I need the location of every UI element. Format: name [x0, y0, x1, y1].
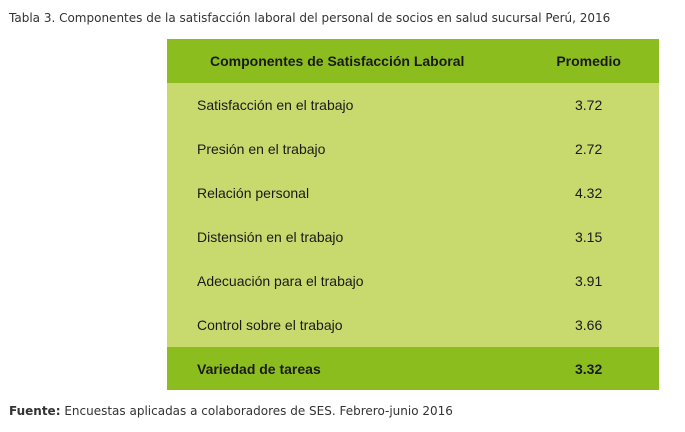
- row-component: Control sobre el trabajo: [197, 317, 343, 333]
- table-row: Relación personal 4.32: [167, 171, 659, 215]
- row-component: Distensión en el trabajo: [197, 229, 344, 245]
- header-components: Componentes de Satisfacción Laboral: [210, 53, 465, 69]
- row-average: 3.15: [575, 229, 603, 245]
- table-row: Control sobre el trabajo 3.66: [167, 303, 659, 347]
- table-source: Fuente: Encuestas aplicadas a colaborado…: [9, 404, 453, 418]
- row-average: 4.32: [575, 185, 603, 201]
- row-average: 3.32: [575, 360, 603, 377]
- row-average: 3.72: [575, 97, 603, 113]
- row-average: 3.66: [575, 317, 603, 333]
- row-average: 2.72: [575, 141, 603, 157]
- source-text: Encuestas aplicadas a colaboradores de S…: [64, 404, 453, 418]
- table-row-highlight: Variedad de tareas 3.32: [167, 347, 659, 390]
- row-component: Satisfacción en el trabajo: [197, 97, 354, 113]
- table-row: Satisfacción en el trabajo 3.72: [167, 83, 659, 127]
- table-row: Presión en el trabajo 2.72: [167, 127, 659, 171]
- row-component: Variedad de tareas: [197, 360, 321, 377]
- source-label: Fuente:: [9, 404, 61, 418]
- table-row: Distensión en el trabajo 3.15: [167, 215, 659, 259]
- row-component: Relación personal: [197, 185, 310, 201]
- table-caption: Tabla 3. Componentes de la satisfacción …: [9, 11, 611, 25]
- row-component: Presión en el trabajo: [197, 141, 326, 157]
- satisfaction-table: Componentes de Satisfacción Laboral Prom…: [167, 39, 659, 390]
- row-component: Adecuación para el trabajo: [197, 273, 364, 289]
- row-average: 3.91: [575, 273, 603, 289]
- table-row: Adecuación para el trabajo 3.91: [167, 259, 659, 303]
- table-header-row: Componentes de Satisfacción Laboral Prom…: [167, 39, 659, 83]
- header-average: Promedio: [556, 53, 621, 69]
